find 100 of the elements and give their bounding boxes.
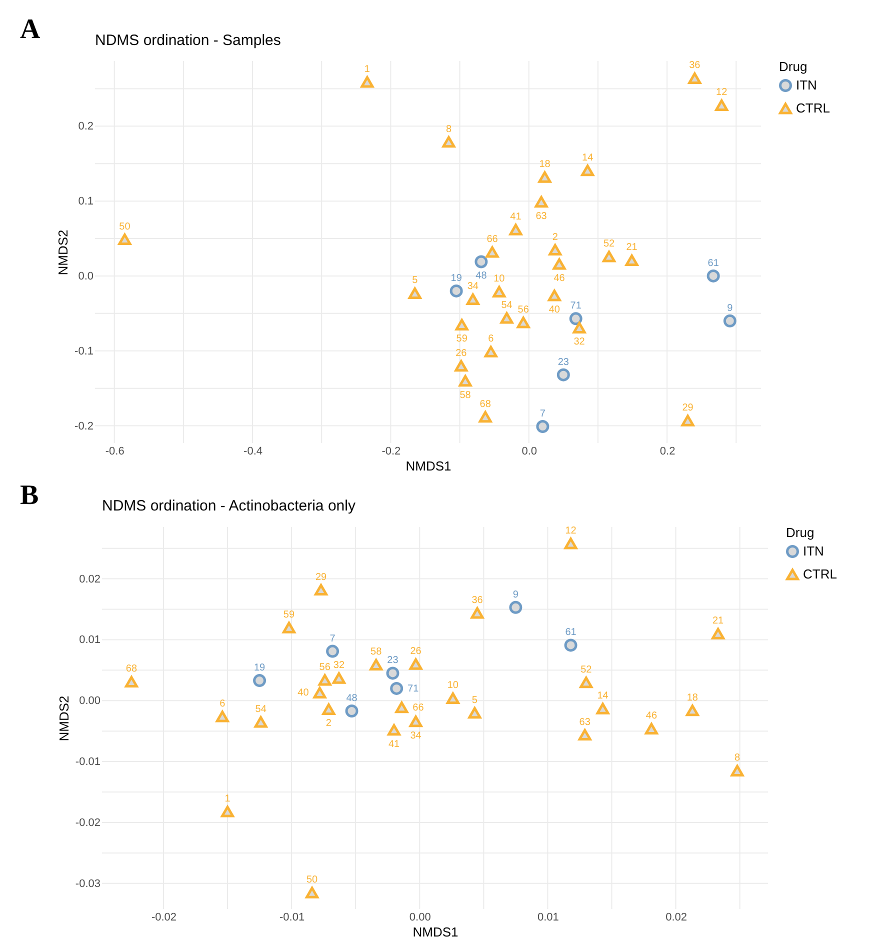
annotation: 6 xyxy=(488,334,494,345)
legend-label: CTRL xyxy=(803,566,837,582)
annotation: 68 xyxy=(480,398,492,410)
annotation: 41 xyxy=(510,212,522,223)
annotation: 63 xyxy=(536,210,548,222)
annotation: 56 xyxy=(518,304,530,316)
y-tick-label: -0.1 xyxy=(74,345,94,358)
annotation: 32 xyxy=(574,336,586,348)
point xyxy=(580,676,593,688)
point xyxy=(221,806,234,818)
text: B xyxy=(20,480,39,512)
annotation: 18 xyxy=(686,692,698,704)
y-tick-label: -0.02 xyxy=(75,816,100,829)
point xyxy=(446,692,460,704)
point xyxy=(306,886,319,898)
point xyxy=(536,420,550,434)
point xyxy=(484,346,498,358)
point xyxy=(253,674,266,688)
point xyxy=(322,703,336,715)
y-tick-label: 0.00 xyxy=(79,695,100,708)
point xyxy=(596,702,610,714)
annotation: 12 xyxy=(565,525,577,536)
annotation: 26 xyxy=(410,646,422,658)
annotation: 29 xyxy=(682,402,694,414)
annotation: 8 xyxy=(446,124,452,135)
annotation: 58 xyxy=(460,390,472,401)
point xyxy=(124,676,138,688)
point xyxy=(578,728,592,741)
annotation: 1 xyxy=(224,794,231,805)
point xyxy=(486,246,499,258)
annotation: 12 xyxy=(716,87,728,98)
point xyxy=(552,258,566,270)
x-axis-title: NMDS1 xyxy=(412,924,458,940)
point xyxy=(474,255,488,268)
point xyxy=(455,318,468,330)
annotation: 58 xyxy=(370,646,382,658)
point xyxy=(715,99,728,111)
point xyxy=(686,704,699,716)
annotation: 21 xyxy=(626,242,638,254)
annotation: 23 xyxy=(558,356,570,368)
annotation: 52 xyxy=(580,664,592,676)
point xyxy=(454,360,468,372)
x-tick-label: -0.2 xyxy=(382,446,401,458)
chart-title: NDMS ordination - Samples xyxy=(95,32,281,50)
annotation: 6 xyxy=(220,698,226,710)
x-tick-label: -0.4 xyxy=(244,446,263,458)
point xyxy=(572,322,586,334)
point xyxy=(564,638,578,652)
chart-title: NDMS ordination - Actinobacteria only xyxy=(102,497,356,514)
point xyxy=(388,724,401,736)
annotation: 14 xyxy=(597,690,609,702)
annotation: 29 xyxy=(315,572,328,583)
y-axis-title: NMDS2 xyxy=(56,230,71,276)
point xyxy=(466,293,480,305)
annotation: 59 xyxy=(456,334,468,345)
point xyxy=(681,414,694,426)
annotation: 41 xyxy=(388,738,400,750)
annotation: 54 xyxy=(501,300,513,311)
point xyxy=(548,244,562,256)
point xyxy=(458,375,472,387)
annotation: 61 xyxy=(708,258,720,269)
point xyxy=(395,702,408,714)
x-tick-label: 0.01 xyxy=(537,912,559,924)
annotation: 68 xyxy=(126,664,138,675)
point xyxy=(450,284,463,298)
x-tick-label: 0.2 xyxy=(660,446,676,458)
y-axis-title: NMDS2 xyxy=(56,696,72,742)
point xyxy=(581,164,594,176)
annotation: 50 xyxy=(119,221,131,232)
point xyxy=(602,250,616,262)
point xyxy=(326,644,340,658)
x-tick-label: -0.02 xyxy=(151,912,177,924)
annotation: 40 xyxy=(298,688,310,699)
point xyxy=(409,658,422,670)
point xyxy=(390,682,404,695)
y-tick-label: -0.03 xyxy=(75,878,100,890)
point xyxy=(478,410,492,423)
point xyxy=(408,287,422,299)
annotation: 34 xyxy=(467,281,479,292)
point xyxy=(370,658,383,670)
annotation: 19 xyxy=(450,272,462,284)
point xyxy=(723,314,736,328)
point xyxy=(712,628,725,640)
point xyxy=(360,76,374,88)
annotation: 19 xyxy=(254,662,266,674)
legend-label: ITN xyxy=(803,544,824,558)
point xyxy=(318,674,332,686)
annotation: 71 xyxy=(408,683,420,694)
annotation: 56 xyxy=(319,662,331,673)
annotation: 21 xyxy=(712,616,724,627)
point xyxy=(409,716,422,728)
x-tick-label: 0.0 xyxy=(522,446,538,458)
x-tick-label: 0.00 xyxy=(409,912,431,924)
point xyxy=(254,716,268,728)
point xyxy=(516,316,530,328)
annotation: 8 xyxy=(734,752,740,764)
annotation: 5 xyxy=(412,275,418,286)
point xyxy=(282,622,296,634)
annotation: 2 xyxy=(552,232,558,243)
annotation: 48 xyxy=(346,692,358,704)
